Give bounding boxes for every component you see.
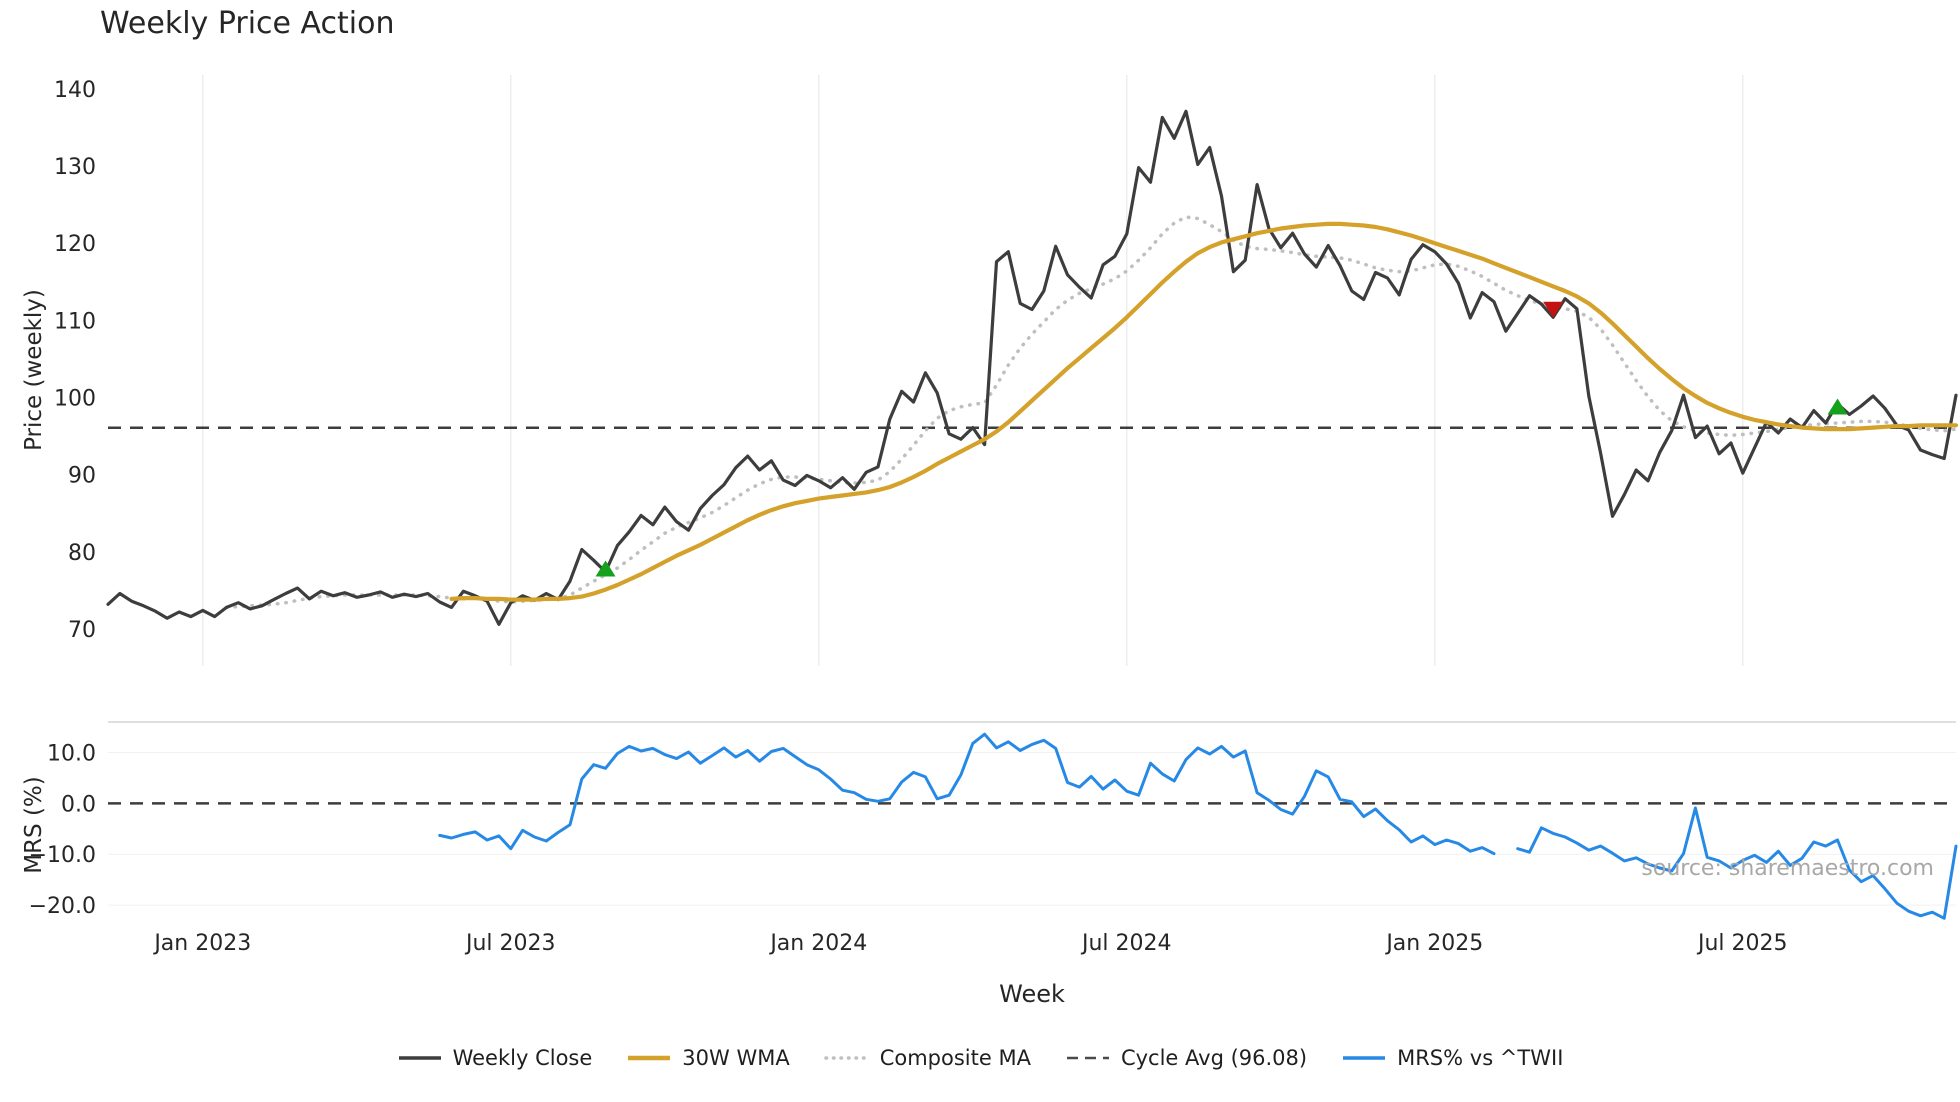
sell-signal-marker	[1543, 301, 1564, 318]
mrs-line	[438, 732, 1958, 920]
x-tick-label: Jul 2025	[1696, 931, 1788, 956]
buy-signal-marker	[1827, 398, 1848, 415]
composite-ma-line	[224, 215, 1958, 610]
mrs-y-tick-label: 0.0	[61, 792, 96, 817]
chart-legend: Weekly Close 30W WMA Composite MA Cycle Avg…	[0, 1036, 1960, 1080]
legend-line-sample	[1343, 1056, 1386, 1060]
legend-label: Weekly Close	[452, 1046, 593, 1070]
x-tick-label: Jan 2024	[768, 931, 867, 956]
legend-line-sample	[823, 1056, 870, 1060]
source-watermark: source: sharemaestro.com	[1641, 856, 1934, 881]
price-y-tick-label: 110	[54, 309, 96, 334]
legend-line-sample	[628, 1055, 671, 1061]
weekly-close-line	[106, 109, 1958, 626]
legend-label: MRS% vs ^TWII	[1397, 1046, 1564, 1070]
wma-30w-line	[449, 221, 1959, 602]
legend-label: Cycle Avg (96.08)	[1120, 1046, 1308, 1070]
legend-item-weekly-close: Weekly Close	[397, 1046, 593, 1070]
chart-title: Weekly Price Action	[100, 6, 395, 41]
price-y-tick-label: 140	[54, 78, 96, 103]
x-tick-label: Jan 2025	[1384, 931, 1483, 956]
price-y-tick-label: 120	[54, 232, 96, 257]
price-y-tick-label: 130	[54, 155, 96, 180]
legend-label: 30W WMA	[682, 1046, 790, 1070]
x-tick-label: Jan 2023	[152, 931, 251, 956]
x-tick-label: Jul 2024	[1080, 931, 1172, 956]
price-y-tick-label: 70	[68, 618, 96, 643]
legend-line-sample	[398, 1056, 441, 1060]
mrs-y-tick-label: 10.0	[47, 742, 96, 767]
legend-label: Composite MA	[879, 1046, 1031, 1070]
price-y-tick-label: 90	[68, 464, 96, 489]
legend-item-30w-wma: 30W WMA	[626, 1046, 790, 1070]
price-y-tick-label: 80	[68, 541, 96, 566]
buy-signal-marker	[595, 560, 616, 577]
x-axis-label: Week	[999, 980, 1065, 1008]
mrs-y-tick-label: −20.0	[29, 894, 96, 919]
legend-item-composite-ma: Composite MA	[823, 1046, 1031, 1070]
x-tick-label: Jul 2023	[464, 931, 556, 956]
legend-item-mrs-vs-twii: MRS% vs ^TWII	[1341, 1046, 1563, 1070]
price-y-tick-label: 100	[54, 387, 96, 412]
legend-line-sample	[1066, 1056, 1109, 1060]
mrs-y-tick-label: −10.0	[29, 843, 96, 868]
legend-item-cycle-avg-96-08-: Cycle Avg (96.08)	[1065, 1046, 1307, 1070]
